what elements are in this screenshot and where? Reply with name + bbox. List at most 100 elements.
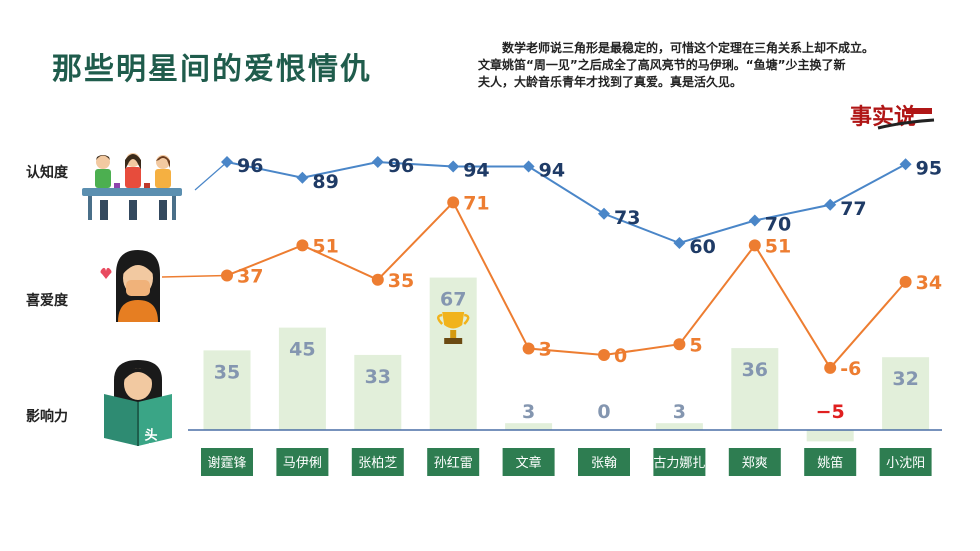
category-label-box <box>201 448 253 476</box>
influence-bar-label: 3 <box>522 401 535 423</box>
category-label-box <box>653 448 706 476</box>
awareness-row-label: 认知度 <box>26 165 68 181</box>
awareness-point <box>899 158 912 171</box>
influence-bar <box>882 357 930 430</box>
likability-label: 35 <box>388 270 414 292</box>
category-label-box <box>502 448 555 476</box>
category-label-box <box>276 448 329 476</box>
category-label: 张柏芝 <box>358 455 397 471</box>
awareness-label: 60 <box>689 236 715 258</box>
likability-label: 5 <box>689 334 702 356</box>
influence-bar-label: 3 <box>673 401 686 423</box>
awareness-point <box>371 156 384 168</box>
influence-bar <box>505 423 553 430</box>
likability-point <box>447 196 460 209</box>
influence-bar-label: 35 <box>214 361 240 383</box>
trophy-cup <box>442 312 465 329</box>
influence-bar-label: 45 <box>289 339 315 361</box>
awareness-leader-line <box>194 161 228 191</box>
awareness-point <box>221 156 233 168</box>
likability-line <box>226 200 907 370</box>
likability-label: 34 <box>916 272 942 294</box>
likability-label: 37 <box>237 265 263 287</box>
description-line-2: 文章姚笛“周一见”之后成全了高风亮节的马伊琍。“鱼塘”少主换了新 <box>478 58 846 72</box>
girl-reading-headline-icon: 头条 <box>104 360 172 448</box>
category-label: 郑爽 <box>742 456 768 471</box>
likability-point <box>296 239 309 252</box>
likability-label: 71 <box>463 192 489 214</box>
category-label-box <box>351 448 404 476</box>
category-label: 孙红雷 <box>434 455 473 471</box>
likability-label: 51 <box>312 235 338 257</box>
likability-row-label: 喜爱度 <box>26 293 68 309</box>
category-label: 张翰 <box>591 456 617 471</box>
trophy-handle-left <box>436 313 444 325</box>
awareness-label: 96 <box>388 155 414 177</box>
category-label-box <box>804 448 857 476</box>
influence-bar <box>278 327 326 430</box>
brand-logo: 事实说 <box>850 104 935 130</box>
influence-bar-label: 32 <box>892 368 918 390</box>
likability-point <box>673 338 686 351</box>
influence-bar-label: −5 <box>816 401 845 423</box>
description-line-3: 夫人，大龄音乐青年才找到了真爱。真是活久见。 <box>478 75 743 89</box>
influence-bar <box>203 350 251 430</box>
category-label-box <box>427 448 480 476</box>
description-line-1: 数学老师说三角形是最稳定的，可惜这个定理在三角关系上却不成立。 <box>502 41 875 55</box>
likability-point <box>522 342 535 355</box>
likability-point <box>899 275 912 288</box>
page-title: 那些明星间的爱恨情仇 <box>52 52 372 87</box>
category-label: 谢霆锋 <box>207 455 246 471</box>
likability-label: -6 <box>840 358 861 380</box>
influence-bar <box>655 423 703 430</box>
awareness-point <box>824 198 837 211</box>
likability-label: 51 <box>765 235 791 257</box>
likability-point <box>824 361 837 374</box>
awareness-point <box>673 237 686 249</box>
awareness-point <box>598 207 610 220</box>
category-label-box <box>578 448 630 476</box>
awareness-line <box>226 160 907 245</box>
likability-point <box>371 273 384 286</box>
likability-point <box>221 269 233 282</box>
awareness-label: 96 <box>237 155 263 177</box>
category-label: 文章 <box>516 455 542 471</box>
awareness-label: 94 <box>463 160 489 182</box>
likability-point <box>748 239 761 252</box>
description: 数学老师说三角形是最稳定的，可惜这个定理在三角关系上却不成立。 文章姚笛“周一见… <box>478 40 938 91</box>
awareness-label: 95 <box>916 157 942 179</box>
shy-girl-icon <box>100 250 160 322</box>
category-label: 姚笛 <box>817 455 843 471</box>
awareness-label: 94 <box>539 160 565 182</box>
category-label: 小沈阳 <box>886 456 925 471</box>
trophy-base <box>444 338 463 344</box>
influence-row-label: 影响力 <box>26 409 68 425</box>
awareness-label: 77 <box>840 198 866 220</box>
influence-bar <box>731 348 779 430</box>
category-label: 古力娜扎 <box>653 456 705 471</box>
likability-label: 0 <box>614 345 627 367</box>
influence-bar <box>806 430 854 442</box>
trophy-handle-right <box>463 313 470 325</box>
influence-bar-label: 67 <box>440 289 466 311</box>
category-label-box <box>879 448 932 476</box>
influence-bar <box>354 354 402 430</box>
awareness-point <box>522 160 535 173</box>
trophy-stem <box>450 330 457 338</box>
trophy-icon <box>436 312 470 344</box>
awareness-point <box>447 160 460 173</box>
awareness-label: 73 <box>614 207 640 229</box>
awareness-point <box>296 171 309 184</box>
awareness-point <box>748 214 761 227</box>
category-label-box <box>728 448 781 476</box>
influence-bar <box>429 277 477 430</box>
people-at-table-icon <box>82 153 182 220</box>
category-label: 马伊俐 <box>283 456 322 471</box>
likability-point <box>598 349 610 361</box>
awareness-label: 70 <box>765 214 791 236</box>
influence-bar-label: 33 <box>365 366 391 388</box>
likability-label: 3 <box>539 339 552 361</box>
likability-leader-line <box>161 274 228 278</box>
awareness-label: 89 <box>312 171 338 193</box>
